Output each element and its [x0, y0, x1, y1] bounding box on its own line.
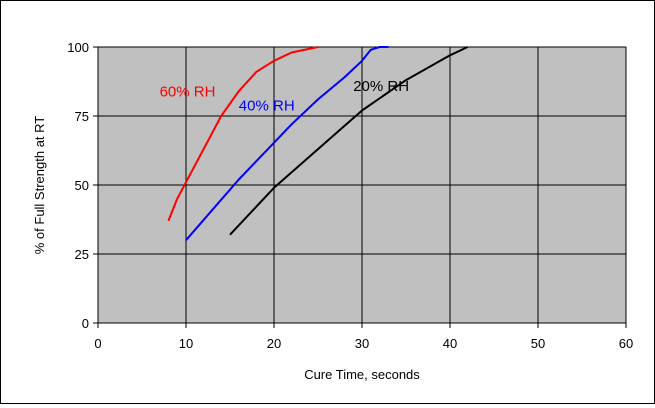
y-tick-labels: 0 25 50 75 100	[67, 40, 89, 331]
series-label: 20% RH	[353, 78, 409, 95]
x-tick-label: 10	[179, 336, 193, 351]
y-axis-title: % of Full Strength at RT	[32, 116, 47, 255]
series-labels: 60% RH 40% RH 20% RH	[160, 78, 409, 114]
y-tick-label: 75	[75, 109, 89, 124]
x-tick-label: 40	[443, 336, 457, 351]
gridlines	[98, 46, 627, 323]
series-label: 60% RH	[160, 84, 216, 101]
series-line-20-rh	[229, 46, 469, 236]
x-tick-label: 30	[355, 336, 369, 351]
x-tick-label: 20	[267, 336, 281, 351]
series-line-40-rh	[185, 46, 389, 241]
y-tick-label: 25	[75, 247, 89, 262]
y-tick-label: 100	[67, 40, 89, 55]
x-tick-label: 60	[619, 336, 633, 351]
x-tick-labels: 0 10 20 30 40 50 60	[94, 336, 633, 351]
y-tick-label: 0	[82, 316, 89, 331]
x-axis-title: Cure Time, seconds	[304, 367, 420, 382]
series-line-60-rh	[167, 46, 319, 222]
axes	[93, 46, 627, 328]
x-tick-label: 50	[531, 336, 545, 351]
series-lines	[167, 46, 469, 241]
x-tick-label: 0	[94, 336, 101, 351]
series-label: 40% RH	[239, 97, 295, 114]
y-tick-label: 50	[75, 178, 89, 193]
